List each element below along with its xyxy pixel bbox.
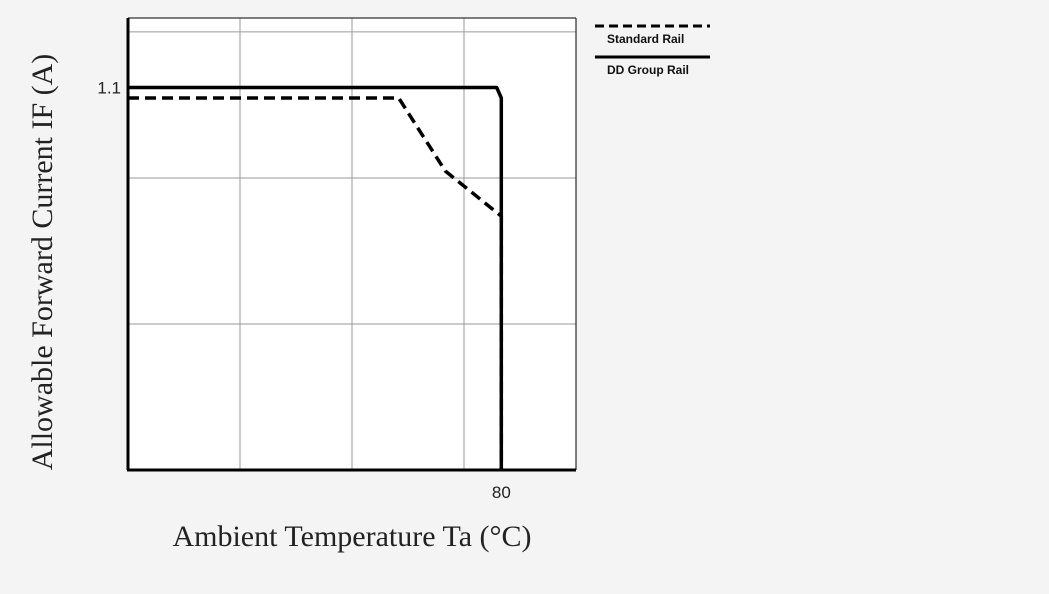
tick-labels: 801.1: [97, 79, 510, 502]
grid: [128, 18, 576, 470]
y-tick-label-0: 1.1: [97, 79, 121, 98]
axes: [126, 17, 577, 472]
x-axis-label: Ambient Temperature Ta (°C): [172, 520, 531, 553]
y-axis-label: Allowable Forward Current IF (A): [26, 54, 59, 471]
x-tick-label-0: 80: [492, 483, 511, 502]
legend-label-0: Standard Rail: [607, 32, 684, 46]
series-layer: [128, 85, 504, 470]
series-line-dd-group-rail: [128, 85, 504, 470]
legend-label-1: DD Group Rail: [607, 63, 689, 77]
legend: Standard Rail DD Group Rail: [595, 24, 710, 77]
